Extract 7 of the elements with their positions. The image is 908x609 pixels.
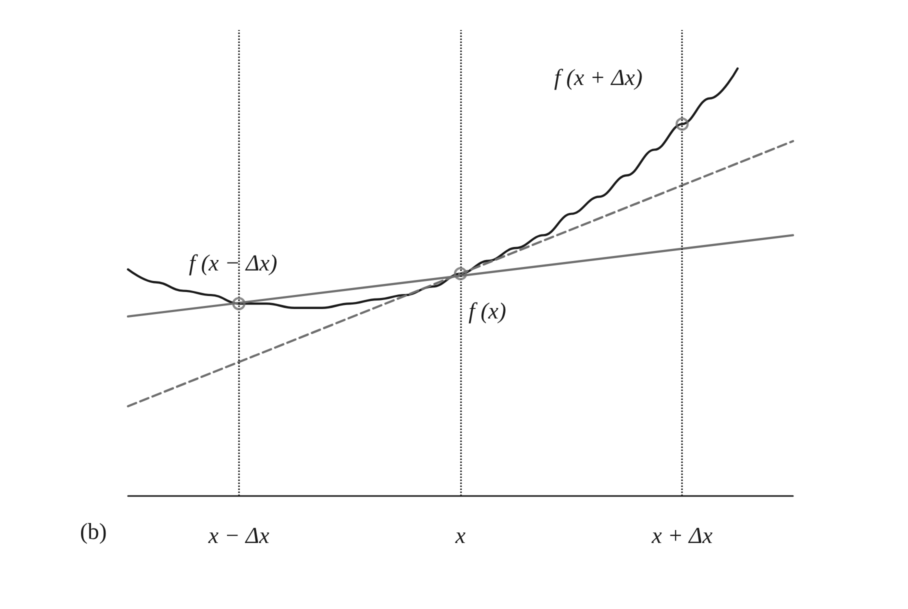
annotation: f (x + Δx) bbox=[554, 65, 643, 90]
annotation: f (x) bbox=[468, 298, 506, 324]
annotation: f (x − Δx) bbox=[188, 250, 278, 276]
x-tick-label: x bbox=[454, 523, 466, 548]
text: (b) bbox=[80, 519, 107, 544]
x-tick-label: x + Δx bbox=[650, 523, 714, 548]
x-tick-label: x − Δx bbox=[207, 523, 270, 548]
